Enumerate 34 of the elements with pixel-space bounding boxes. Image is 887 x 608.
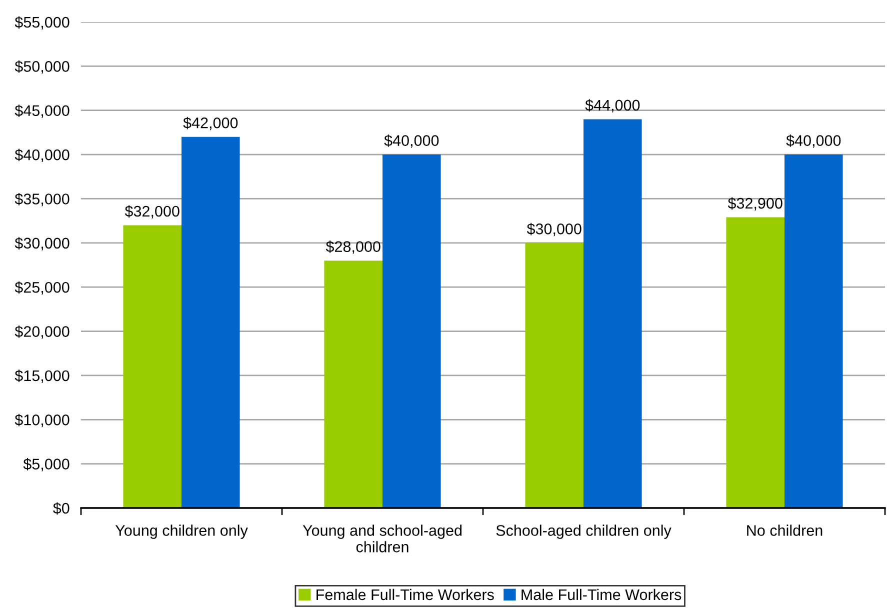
bar [584, 119, 642, 508]
y-tick-label: $25,000 [14, 281, 70, 295]
y-tick-label: $35,000 [14, 192, 70, 206]
y-tick-label: $0 [53, 502, 70, 515]
y-tick-label: $50,000 [14, 60, 70, 74]
y-tick-label: $40,000 [14, 148, 70, 162]
x-tick-label: School-aged children only [496, 524, 672, 539]
y-tick-label: $10,000 [14, 414, 70, 428]
bar [123, 225, 182, 508]
data-label: $40,000 [384, 134, 439, 148]
x-tick-label: Young and school-aged children [302, 524, 462, 552]
legend-label: Male Full-Time Workers [522, 588, 682, 600]
bar [182, 136, 240, 508]
bar [525, 242, 584, 508]
data-label: $44,000 [585, 99, 640, 112]
data-label: $42,000 [183, 116, 238, 130]
bar [324, 260, 382, 508]
y-tick-label: $45,000 [14, 104, 70, 118]
data-label: $32,000 [124, 205, 180, 218]
y-tick-label: $20,000 [14, 326, 70, 339]
bar [726, 217, 784, 508]
y-tick-label: $5,000 [23, 458, 70, 472]
data-label: $30,000 [526, 222, 582, 236]
x-tick-label: Young children only [115, 524, 248, 539]
bar [784, 154, 843, 508]
data-label: $40,000 [786, 134, 841, 148]
x-tick-label: No children [747, 524, 822, 536]
y-tick-label: $15,000 [14, 370, 70, 383]
data-label: $28,000 [326, 240, 380, 254]
y-tick-label: $55,000 [14, 16, 70, 30]
legend-label: Female Full-Time Workers [316, 588, 494, 600]
bar [382, 154, 441, 508]
data-label: $32,900 [728, 197, 782, 211]
y-tick-label: $30,000 [14, 237, 70, 250]
